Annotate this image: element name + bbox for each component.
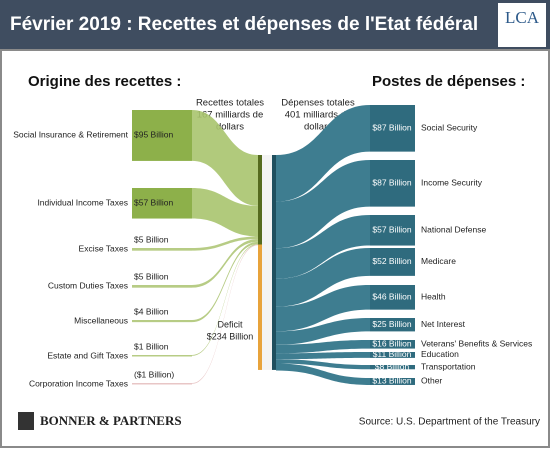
source-value: $4 Billion — [134, 306, 169, 316]
deficit-bar — [258, 244, 262, 370]
expense-flow — [276, 160, 370, 249]
expense-value: $25 Billion — [372, 319, 411, 329]
expense-value: $57 Billion — [372, 225, 411, 235]
expense-value: $16 Billion — [372, 339, 411, 349]
source-value: $95 Billion — [134, 130, 173, 140]
source-value: $1 Billion — [134, 341, 169, 351]
total-text: Dépenses totales — [281, 98, 355, 109]
source-node — [132, 110, 192, 161]
source-node — [132, 248, 192, 251]
source-flow — [192, 241, 258, 323]
expense-flow — [276, 318, 370, 345]
source-node — [132, 188, 192, 219]
expense-node — [370, 378, 415, 385]
expense-name: National Defense — [421, 225, 486, 235]
total-text: Recettes totales — [196, 98, 264, 109]
expense-flow — [276, 340, 370, 354]
expense-node — [370, 318, 415, 332]
source-node — [132, 285, 192, 288]
expense-name: Veterans' Benefits & Services — [421, 339, 532, 349]
source-flow — [192, 110, 258, 206]
expense-node — [370, 160, 415, 207]
expense-flow — [276, 105, 370, 202]
frame — [0, 49, 550, 448]
source-flow — [192, 244, 258, 384]
source-node — [132, 355, 192, 357]
expense-value: $8 Billion — [375, 361, 410, 371]
source: Source: U.S. Department of the Treasury — [359, 417, 540, 428]
expense-flow — [276, 248, 370, 307]
source-value: $57 Billion — [134, 198, 173, 208]
spending-bar — [272, 155, 276, 370]
title: Février 2019 : Recettes et dépenses de l… — [10, 14, 478, 35]
center-link — [262, 155, 272, 370]
total-text: 167 milliards de — [197, 110, 264, 121]
source-name: Miscellaneous — [74, 315, 128, 325]
expense-name: Medicare — [421, 256, 456, 266]
expense-node — [370, 365, 415, 370]
expense-node — [370, 285, 415, 310]
source-flow — [192, 243, 258, 356]
deficit-text: $234 Billion — [207, 331, 254, 341]
source-value: $5 Billion — [134, 234, 169, 244]
source-node — [132, 383, 192, 385]
expense-node — [370, 352, 415, 358]
expense-flow — [276, 359, 370, 370]
source-name: Corporation Income Taxes — [29, 378, 128, 388]
source-name: Custom Duties Taxes — [48, 280, 128, 290]
expense-value: $87 Billion — [372, 178, 411, 188]
logo-box — [498, 3, 546, 47]
expense-name: Social Security — [421, 123, 478, 133]
expense-value: $13 Billion — [372, 376, 411, 386]
source-flow — [192, 188, 258, 237]
brand: BONNER & PARTNERS — [40, 413, 182, 428]
source-name: Individual Income Taxes — [37, 198, 128, 208]
source-name: Estate and Gift Taxes — [47, 350, 128, 360]
brand-icon — [18, 412, 34, 430]
expense-flow — [276, 215, 370, 279]
expense-flow — [276, 352, 370, 360]
source-name: Social Insurance & Retirement — [13, 130, 128, 140]
source-value: ($1 Billion) — [134, 369, 174, 379]
expense-value: $46 Billion — [372, 292, 411, 302]
expense-name: Health — [421, 292, 446, 302]
expense-node — [370, 215, 415, 246]
expense-value: $52 Billion — [372, 256, 411, 266]
source-flow — [192, 236, 258, 251]
right-heading: Postes de dépenses : — [372, 73, 525, 90]
source-name: Excise Taxes — [79, 243, 128, 253]
revenue-bar — [258, 155, 262, 245]
source-flow — [192, 239, 258, 288]
expense-name: Other — [421, 376, 442, 386]
source-node — [132, 320, 192, 323]
expense-value: $87 Billion — [372, 123, 411, 133]
expense-flow — [276, 285, 370, 332]
expense-node — [370, 105, 415, 152]
deficit-text: Deficit — [217, 319, 243, 329]
expense-name: Income Security — [421, 178, 483, 188]
expense-node — [370, 248, 415, 276]
logo: LCA — [505, 8, 540, 27]
left-heading: Origine des recettes : — [28, 73, 181, 90]
expense-node — [370, 340, 415, 349]
total-text: dollars — [216, 122, 244, 133]
expense-value: $11 Billion — [373, 349, 412, 359]
total-text: 401 milliards de — [285, 110, 352, 121]
total-text: dollars — [304, 122, 332, 133]
expense-name: Net Interest — [421, 319, 466, 329]
expense-name: Education — [421, 349, 459, 359]
expense-flow — [276, 363, 370, 385]
expense-name: Transportation — [421, 361, 476, 371]
header-band — [0, 0, 550, 50]
source-value: $5 Billion — [134, 271, 169, 281]
